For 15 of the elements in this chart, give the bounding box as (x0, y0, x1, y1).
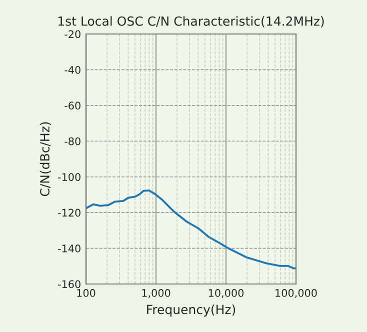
y-tick-label: -120 (58, 208, 80, 217)
y-tick-label: -60 (64, 102, 80, 110)
x-tick-label: 100 (77, 289, 96, 297)
x-tick-label: 10,000 (208, 289, 244, 298)
chart-title: 1st Local OSC C/N Characteristic(14.2MHz) (58, 16, 324, 28)
y-tick-label: -40 (64, 66, 80, 74)
y-tick-label: -160 (58, 280, 80, 288)
y-axis-title: C/N(dBc/Hz) (40, 122, 51, 196)
y-tick-label: -140 (58, 244, 80, 252)
x-tick-label: 1,000 (142, 289, 170, 298)
y-tick-label: -80 (64, 137, 80, 146)
y-tick-label: -20 (64, 30, 80, 38)
y-tick-label: -100 (58, 173, 80, 181)
x-tick-label: 100,000 (276, 289, 317, 298)
x-axis-title: Frequency(Hz) (147, 304, 236, 317)
